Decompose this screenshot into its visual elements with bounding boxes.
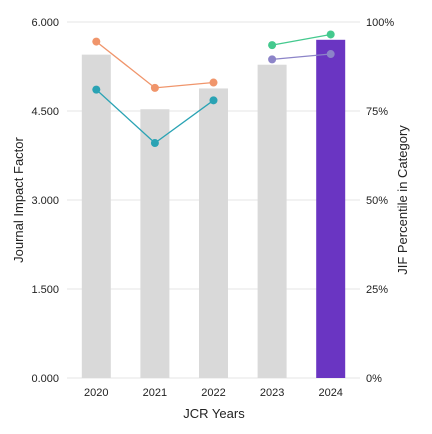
y2-tick-label: 100% bbox=[366, 17, 394, 29]
y2-tick-label: 0% bbox=[366, 373, 382, 385]
percentile-point bbox=[150, 139, 159, 148]
jif-bar bbox=[199, 88, 228, 378]
jif-bar bbox=[81, 54, 111, 379]
jif-bar bbox=[140, 109, 170, 378]
percentile-point bbox=[209, 96, 218, 105]
percentile-point bbox=[326, 50, 335, 59]
x-tick-label: 2021 bbox=[143, 387, 167, 399]
x-tick-label: 2020 bbox=[84, 387, 108, 399]
percentile-point bbox=[268, 41, 277, 50]
y-tick-label: 0.000 bbox=[31, 373, 59, 385]
y-tick-label: 4.500 bbox=[31, 106, 59, 118]
tick-layer: 0.000 1.500 3.000 4.500 6.000 0% 25% 50% 75% 100%… bbox=[31, 17, 394, 399]
bar-layer bbox=[81, 39, 346, 379]
x-tick-label: 2023 bbox=[260, 387, 284, 399]
percentile-point bbox=[268, 55, 277, 64]
x-tick-label: 2022 bbox=[201, 387, 225, 399]
x-axis-title: JCR Years bbox=[183, 406, 245, 421]
y-tick-label: 3.000 bbox=[31, 195, 59, 207]
y2-tick-label: 50% bbox=[366, 195, 388, 207]
percentile-line bbox=[95, 41, 214, 89]
y2-tick-label: 75% bbox=[366, 106, 388, 118]
percentile-point bbox=[326, 30, 335, 39]
y2-tick-label: 25% bbox=[366, 284, 388, 296]
percentile-point bbox=[92, 85, 101, 94]
percentile-line bbox=[271, 33, 331, 46]
percentile-line bbox=[272, 53, 331, 61]
percentile-point bbox=[92, 37, 101, 46]
jif-bar bbox=[316, 39, 346, 379]
x-tick-label: 2024 bbox=[318, 387, 342, 399]
y2-axis-title: JIF Percentile in Category bbox=[395, 125, 410, 275]
percentile-point bbox=[150, 83, 159, 92]
y-tick-label: 1.500 bbox=[31, 284, 59, 296]
percentile-point bbox=[209, 78, 218, 87]
y-axis-title: Journal Impact Factor bbox=[11, 136, 26, 262]
y-tick-label: 6.000 bbox=[31, 17, 59, 29]
jif-bar bbox=[257, 64, 287, 378]
line-layer bbox=[92, 30, 335, 148]
